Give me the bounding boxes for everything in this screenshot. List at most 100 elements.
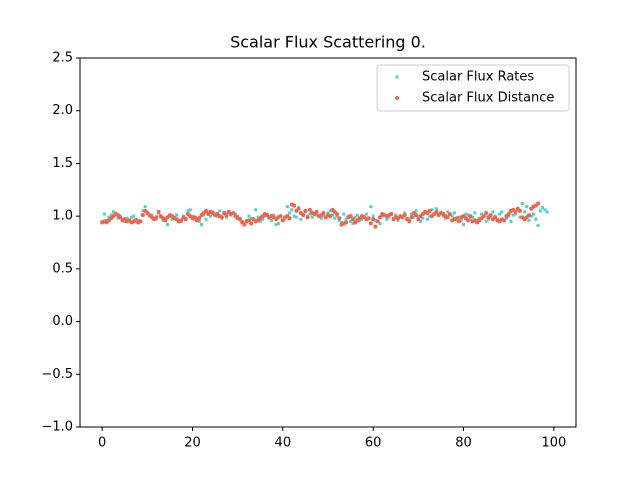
point bbox=[491, 210, 495, 214]
point bbox=[215, 214, 219, 218]
point bbox=[321, 210, 326, 215]
legend-box bbox=[376, 64, 570, 112]
point bbox=[457, 219, 462, 224]
point bbox=[292, 203, 297, 208]
point bbox=[445, 215, 450, 220]
point bbox=[202, 213, 206, 217]
point bbox=[489, 215, 493, 219]
point bbox=[116, 216, 120, 220]
point bbox=[349, 219, 353, 223]
point bbox=[419, 219, 423, 223]
point bbox=[197, 216, 202, 221]
point bbox=[278, 214, 283, 219]
point bbox=[427, 208, 432, 213]
point bbox=[525, 205, 529, 209]
point bbox=[301, 213, 306, 218]
point bbox=[468, 214, 473, 219]
point bbox=[428, 214, 432, 218]
point bbox=[260, 217, 264, 221]
point bbox=[118, 215, 123, 220]
point bbox=[389, 212, 394, 217]
point bbox=[477, 216, 481, 220]
point bbox=[517, 208, 522, 213]
point bbox=[504, 216, 508, 220]
point bbox=[315, 213, 319, 217]
legend-marker bbox=[395, 75, 399, 79]
point bbox=[105, 218, 109, 222]
point bbox=[536, 224, 540, 228]
point bbox=[511, 213, 515, 217]
point bbox=[447, 212, 452, 217]
point bbox=[326, 211, 330, 215]
point bbox=[371, 217, 376, 222]
point bbox=[231, 210, 236, 215]
point bbox=[471, 215, 475, 219]
point bbox=[307, 207, 312, 212]
point bbox=[513, 212, 517, 216]
point bbox=[272, 213, 276, 217]
point bbox=[204, 217, 208, 221]
point bbox=[192, 215, 197, 220]
point bbox=[403, 211, 407, 215]
point bbox=[462, 223, 466, 227]
point bbox=[457, 215, 461, 219]
point bbox=[340, 220, 344, 224]
point bbox=[371, 214, 375, 218]
point bbox=[294, 215, 298, 219]
point bbox=[314, 209, 319, 214]
point bbox=[224, 215, 228, 219]
y-tick-label: 2.0 bbox=[52, 103, 73, 118]
point bbox=[200, 223, 204, 227]
point bbox=[414, 213, 419, 218]
point bbox=[123, 219, 127, 223]
point bbox=[481, 214, 486, 219]
point bbox=[237, 217, 242, 222]
x-tick-label: 20 bbox=[184, 436, 201, 451]
point bbox=[163, 216, 167, 220]
point bbox=[529, 214, 533, 218]
point bbox=[136, 218, 140, 222]
y-tick-label: −0.5 bbox=[41, 367, 73, 382]
point bbox=[364, 212, 368, 216]
point bbox=[414, 209, 418, 213]
point bbox=[132, 214, 136, 218]
point bbox=[421, 216, 425, 220]
point bbox=[534, 217, 538, 221]
point bbox=[351, 222, 355, 226]
x-tick-label: 40 bbox=[275, 436, 292, 451]
point bbox=[416, 217, 421, 222]
point bbox=[348, 214, 353, 219]
plot-frame bbox=[79, 57, 577, 428]
point bbox=[532, 212, 536, 216]
point bbox=[270, 218, 274, 222]
legend-marker bbox=[395, 96, 399, 100]
chart-title: Scalar Flux Scattering 0. bbox=[230, 33, 426, 52]
point bbox=[154, 215, 159, 220]
point bbox=[486, 217, 490, 221]
point bbox=[288, 211, 292, 215]
point bbox=[246, 218, 251, 223]
point bbox=[368, 221, 373, 226]
point bbox=[454, 216, 459, 221]
point bbox=[484, 210, 489, 215]
point bbox=[140, 213, 145, 218]
point bbox=[464, 212, 468, 216]
point bbox=[179, 218, 184, 223]
point bbox=[360, 217, 364, 221]
point bbox=[387, 215, 391, 219]
point bbox=[129, 215, 133, 219]
point bbox=[377, 215, 382, 220]
y-tick-label: 1.5 bbox=[52, 156, 73, 171]
point bbox=[543, 208, 547, 212]
y-tick-label: 0.0 bbox=[52, 314, 73, 329]
point bbox=[434, 209, 439, 214]
point bbox=[204, 208, 209, 213]
point bbox=[409, 215, 414, 220]
y-tick-label: −1.0 bbox=[41, 420, 73, 435]
point bbox=[249, 216, 253, 220]
point bbox=[459, 218, 463, 222]
point bbox=[500, 210, 504, 214]
point bbox=[509, 219, 513, 223]
point bbox=[373, 218, 377, 222]
point bbox=[141, 209, 145, 213]
